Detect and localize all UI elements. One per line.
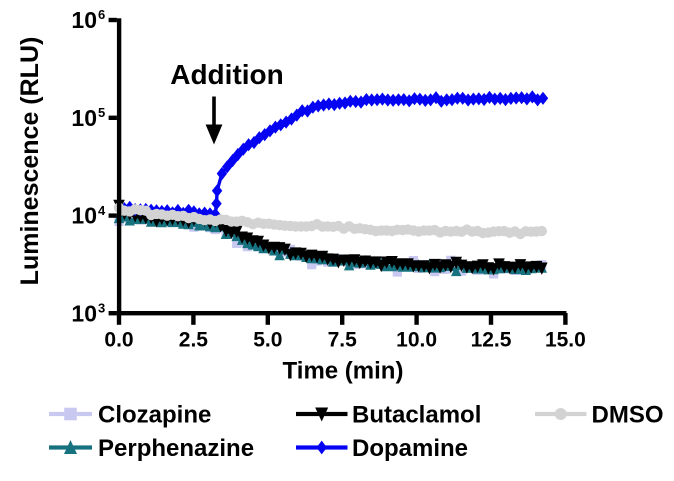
svg-text:Perphenazine: Perphenazine bbox=[98, 435, 254, 462]
svg-text:10: 10 bbox=[71, 105, 97, 131]
svg-text:7.5: 7.5 bbox=[328, 328, 358, 351]
svg-text:15.0: 15.0 bbox=[545, 328, 586, 351]
svg-text:5.0: 5.0 bbox=[253, 328, 282, 351]
svg-text:10.0: 10.0 bbox=[396, 328, 437, 351]
svg-text:5: 5 bbox=[98, 105, 105, 120]
svg-text:10: 10 bbox=[71, 203, 97, 229]
svg-text:10: 10 bbox=[71, 7, 97, 33]
svg-text:10: 10 bbox=[71, 300, 97, 326]
svg-text:6: 6 bbox=[98, 7, 105, 22]
svg-text:Butaclamol: Butaclamol bbox=[352, 402, 481, 429]
svg-text:Clozapine: Clozapine bbox=[98, 402, 211, 429]
svg-text:0.0: 0.0 bbox=[104, 328, 133, 351]
svg-text:4: 4 bbox=[98, 203, 106, 218]
svg-text:Dopamine: Dopamine bbox=[352, 435, 468, 462]
svg-text:Time (min): Time (min) bbox=[283, 357, 404, 384]
svg-text:DMSO: DMSO bbox=[592, 402, 664, 429]
svg-text:Luminescence (RLU): Luminescence (RLU) bbox=[16, 37, 44, 286]
svg-text:12.5: 12.5 bbox=[471, 328, 512, 351]
svg-text:Addition: Addition bbox=[170, 59, 284, 90]
svg-text:3: 3 bbox=[98, 301, 105, 316]
svg-text:2.5: 2.5 bbox=[179, 328, 209, 351]
